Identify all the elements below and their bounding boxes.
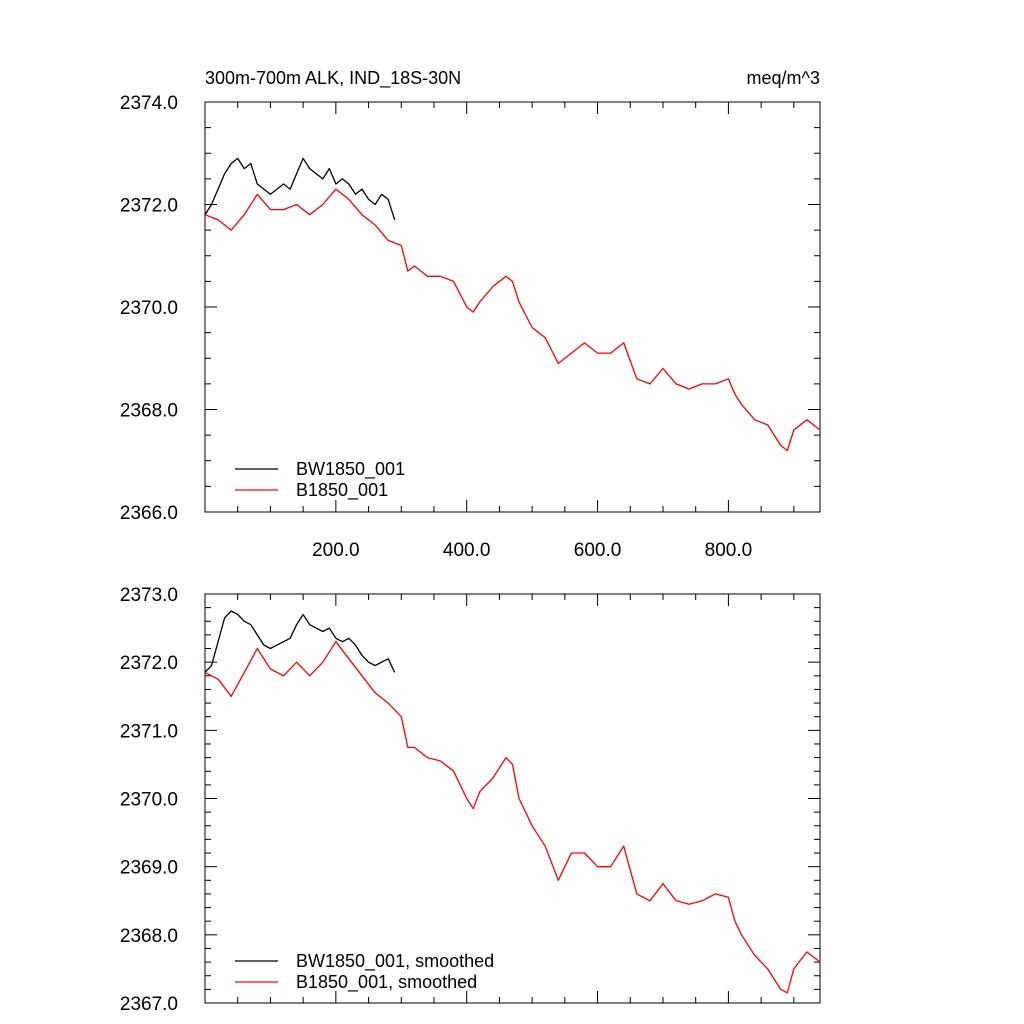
- bottom-y-tick-label: 2367.0: [120, 994, 178, 1015]
- bottom-y-tick-label: 2372.0: [120, 653, 178, 674]
- bottom-y-tick-label: 2370.0: [120, 790, 178, 811]
- top-legend-label-bw1850: BW1850_001: [296, 459, 405, 480]
- top-legend-label-b1850: B1850_001: [296, 480, 388, 501]
- top-y-tick-label: 2372.0: [120, 196, 178, 217]
- top-x-tick-label: 600.0: [574, 540, 622, 561]
- top-panel-plot-frame: [204, 101, 821, 513]
- top-x-tick-label: 200.0: [312, 540, 360, 561]
- top-y-tick-label: 2368.0: [120, 401, 178, 422]
- bottom-panel-ticks: 2367.0 2368.0 2369.0 2370.0 2371.0 2372.0 2373…: [120, 585, 820, 1015]
- bottom-y-tick-label: 2371.0: [120, 721, 178, 742]
- top-x-tick-label: 800.0: [705, 540, 753, 561]
- top-y-tick-label: 2370.0: [120, 298, 178, 319]
- top-series-line-bw1850-001: [204, 157, 396, 221]
- bottom-y-tick-label: 2373.0: [120, 585, 178, 606]
- top-x-tick-label: 400.0: [443, 540, 491, 561]
- bottom-panel-series: [204, 610, 821, 994]
- top-panel-legend: BW1850_001 B1850_001: [235, 459, 405, 501]
- top-panel-title: 300m-700m ALK, IND_18S-30N: [205, 68, 461, 89]
- top-panel-units: meq/m^3: [747, 68, 820, 88]
- top-panel-ticks: 2366.0 2368.0 2370.0 2372.0 2374.0 200.0 400.0…: [120, 93, 820, 561]
- bottom-panel: 2367.0 2368.0 2369.0 2370.0 2371.0 2372.0 2373…: [120, 585, 821, 1015]
- top-panel-series: [204, 157, 821, 452]
- bottom-panel-legend: BW1850_001, smoothed B1850_001, smoothed: [235, 951, 494, 993]
- top-y-tick-label: 2366.0: [120, 503, 178, 524]
- bottom-panel-plot-frame: [204, 593, 821, 1004]
- top-series-line-b1850-001: [204, 188, 821, 452]
- top-panel: 300m-700m ALK, IND_18S-30N meq/m^3 2366.…: [120, 68, 821, 561]
- top-y-tick-label: 2374.0: [120, 93, 178, 114]
- bottom-y-tick-label: 2368.0: [120, 926, 178, 947]
- bottom-y-tick-label: 2369.0: [120, 858, 178, 879]
- bottom-series-line-bw1850-001: [204, 610, 396, 673]
- bottom-legend-label-b1850: B1850_001, smoothed: [296, 972, 477, 993]
- bottom-series-line-b1850-001: [204, 641, 821, 994]
- bottom-legend-label-bw1850: BW1850_001, smoothed: [296, 951, 494, 972]
